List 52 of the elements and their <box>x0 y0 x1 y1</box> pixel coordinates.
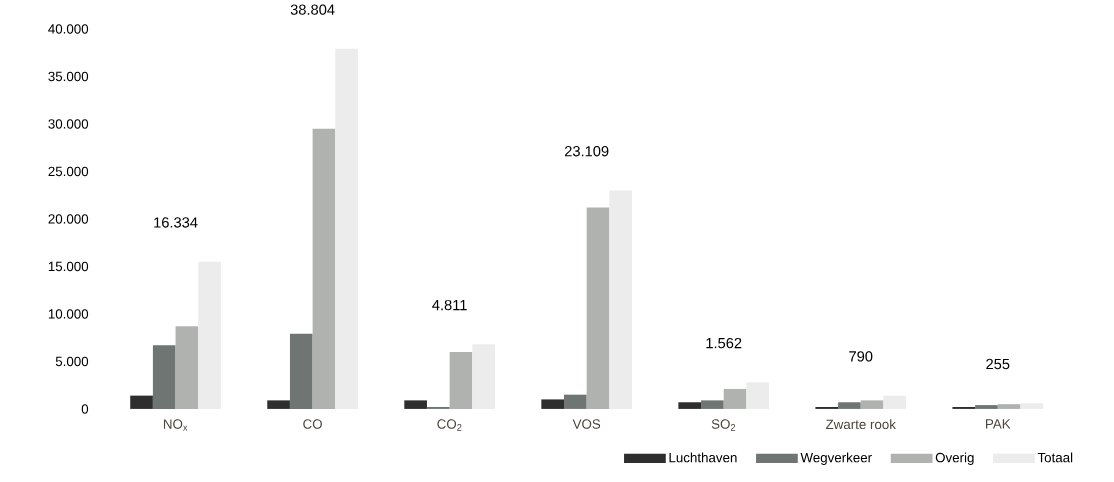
bar <box>1020 403 1044 409</box>
bar <box>152 345 176 409</box>
annotation: 16.334 <box>154 217 198 228</box>
bar <box>609 190 632 409</box>
legend-label: Totaal <box>1037 452 1073 463</box>
x-tick-label: VOS <box>572 419 601 429</box>
bar <box>130 395 153 409</box>
y-tick-label: 40.000 <box>48 24 89 34</box>
x-tick-label: PAK <box>986 419 1011 429</box>
bar <box>335 48 358 409</box>
annotation: 4.811 <box>432 299 467 311</box>
bar <box>701 400 724 409</box>
bar <box>746 382 770 409</box>
bar <box>449 351 473 409</box>
bar <box>564 394 587 409</box>
bar <box>997 404 1021 409</box>
text: 38.804 <box>290 4 335 15</box>
bar <box>975 404 998 409</box>
bar <box>678 402 702 409</box>
x-tick-label: Zwarte rook <box>825 419 896 429</box>
bar <box>860 400 884 409</box>
y-tick-label: 20.000 <box>48 214 89 224</box>
bar <box>723 388 747 409</box>
annotation: 790 <box>849 351 873 362</box>
bar <box>541 399 564 409</box>
legend-label: Luchthaven <box>669 452 737 463</box>
y-tick-label: 0 <box>81 404 89 414</box>
y-tick-label: 15.000 <box>48 261 89 272</box>
bar <box>312 128 336 409</box>
bar <box>472 344 495 409</box>
bar <box>838 402 861 409</box>
bar <box>198 261 221 409</box>
annotation: 255 <box>986 358 1010 370</box>
y-tick-label: 25.000 <box>48 166 89 177</box>
annotation: 23.109 <box>564 145 609 157</box>
legend-label: Wegverkeer <box>800 452 872 465</box>
x-tick-label: CO <box>303 419 322 429</box>
y-tick-label: 30.000 <box>48 119 89 129</box>
y-tick-label: 35.000 <box>48 71 89 82</box>
x-tick-label: SO$_{2}$ <box>711 419 736 431</box>
bar <box>175 326 199 409</box>
annotation: 1.562 <box>706 337 742 349</box>
bar <box>289 333 313 409</box>
bar <box>586 207 610 409</box>
bar <box>883 395 907 409</box>
y-tick-label: 10.000 <box>48 309 89 319</box>
legend-label: Overig <box>935 452 974 465</box>
bar <box>267 400 290 409</box>
bar <box>404 400 427 409</box>
y-tick-label: 5.000 <box>55 356 89 367</box>
x-tick-label: CO$_{2}$ <box>437 419 462 431</box>
x-tick-label: NO$_{x}$ <box>163 419 188 431</box>
